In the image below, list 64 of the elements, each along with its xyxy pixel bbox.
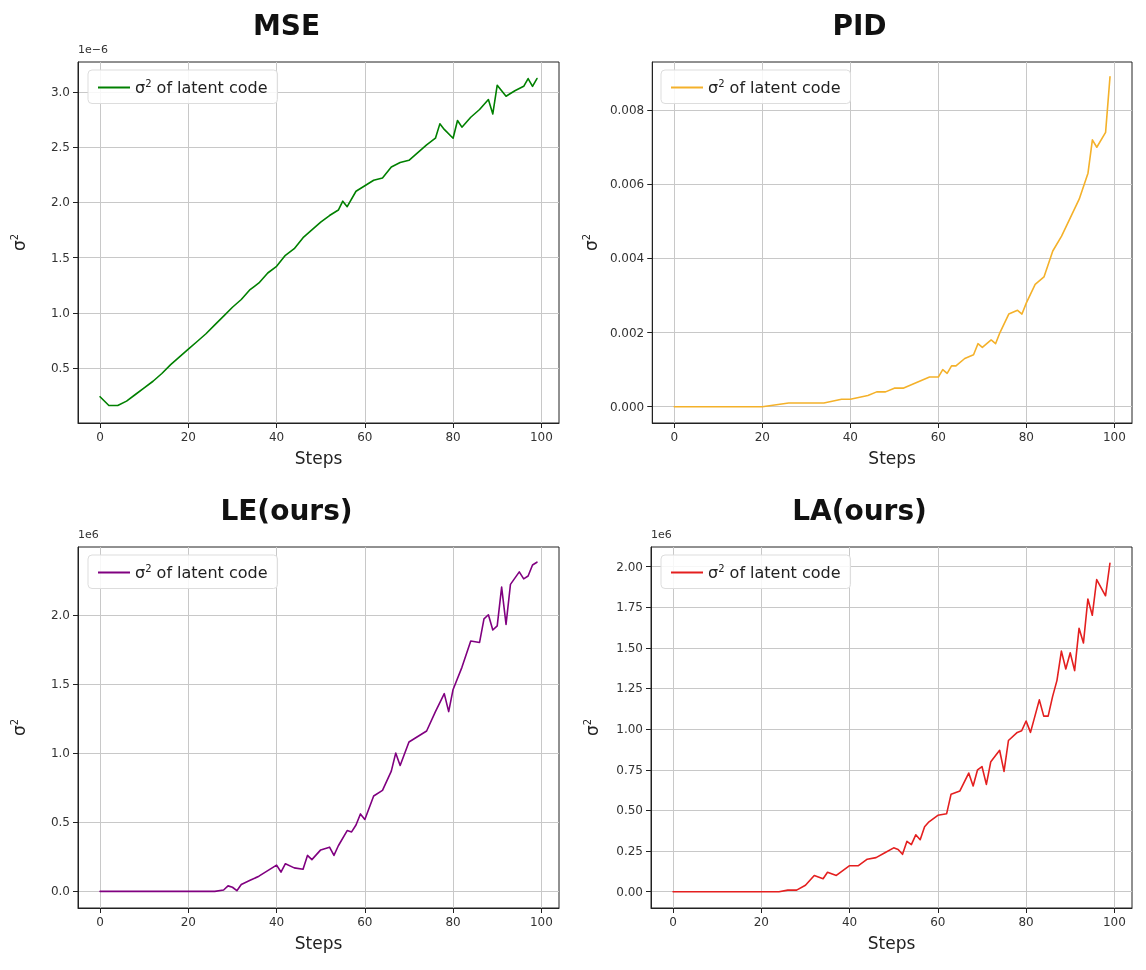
x-tick-label: 80 <box>445 915 461 929</box>
x-tick-label: 0 <box>669 915 677 929</box>
x-tick-label: 60 <box>357 915 373 929</box>
y-tick-label: 0.75 <box>616 762 643 777</box>
x-tick-label: 60 <box>930 430 946 444</box>
x-tick-label: 40 <box>842 430 858 444</box>
x-axis-title: Steps <box>294 932 343 953</box>
y-tick-label: 0.004 <box>609 251 645 266</box>
chart-title: LA(ours) <box>792 493 927 527</box>
y-tick-label: 2.0 <box>50 607 70 622</box>
x-tick-label: 60 <box>930 915 946 929</box>
y-tick-label: 2.00 <box>616 559 643 574</box>
x-tick-label: 80 <box>1018 430 1035 444</box>
chart-title: LE(ours) <box>220 493 353 527</box>
y-tick-label: 1.5 <box>50 676 70 691</box>
x-tick-label: 80 <box>1018 915 1034 929</box>
line-series <box>99 77 538 407</box>
x-axis-title: Steps <box>867 932 916 953</box>
y-tick-label: 0.25 <box>616 844 643 859</box>
chart-title: MSE <box>252 8 321 42</box>
y-tick-label: 1.0 <box>50 305 70 320</box>
y-tick-label: 0.002 <box>609 325 645 340</box>
y-tick-label: 1.50 <box>616 640 643 655</box>
y-tick-label: 0.5 <box>50 360 70 375</box>
y-tick-label: 0.50 <box>616 803 643 818</box>
x-axis-title: Steps <box>868 447 917 468</box>
x-tick-label: 20 <box>754 430 770 444</box>
chart-title: PID <box>832 8 887 42</box>
y-tick-label: 3.0 <box>50 84 70 99</box>
y-tick-label: 0.008 <box>609 103 645 118</box>
x-tick-label: 100 <box>529 915 553 929</box>
text: 1e6 <box>651 528 672 541</box>
y-tick-label: 0.00 <box>616 884 643 899</box>
x-tick-label: 40 <box>268 430 285 444</box>
y-tick-label: 1.25 <box>616 681 643 696</box>
x-axis-title: Steps <box>294 447 343 468</box>
x-tick-label: 40 <box>268 915 285 929</box>
text: 1e−6 <box>78 43 108 56</box>
y-tick-label: 0.006 <box>609 177 645 192</box>
x-tick-label: 100 <box>1102 915 1126 929</box>
x-tick-label: 80 <box>445 430 461 444</box>
y-tick-label: 2.5 <box>50 140 70 155</box>
x-tick-label: 100 <box>529 430 553 444</box>
y-tick-label: 1.75 <box>616 600 643 615</box>
y-tick-label: 1.0 <box>50 746 70 761</box>
x-tick-label: 0 <box>96 430 104 444</box>
text: 1e6 <box>78 528 99 541</box>
x-tick-label: 20 <box>180 430 196 444</box>
x-tick-label: 20 <box>180 915 196 929</box>
y-tick-label: 1.5 <box>50 250 70 265</box>
y-tick-label: 1.00 <box>616 722 643 737</box>
x-tick-label: 0 <box>670 430 679 444</box>
x-tick-label: 20 <box>753 915 769 929</box>
x-tick-label: 60 <box>357 430 373 444</box>
x-tick-label: 0 <box>96 915 104 929</box>
y-tick-label: 0.000 <box>609 399 645 414</box>
y-tick-label: 0.5 <box>50 815 70 830</box>
x-tick-label: 40 <box>841 915 858 929</box>
y-tick-label: 0.0 <box>50 884 70 899</box>
line-series <box>672 562 1111 893</box>
y-tick-label: 2.0 <box>50 195 70 210</box>
line-series <box>673 76 1111 408</box>
line-series <box>99 561 538 893</box>
x-tick-label: 100 <box>1102 430 1126 444</box>
